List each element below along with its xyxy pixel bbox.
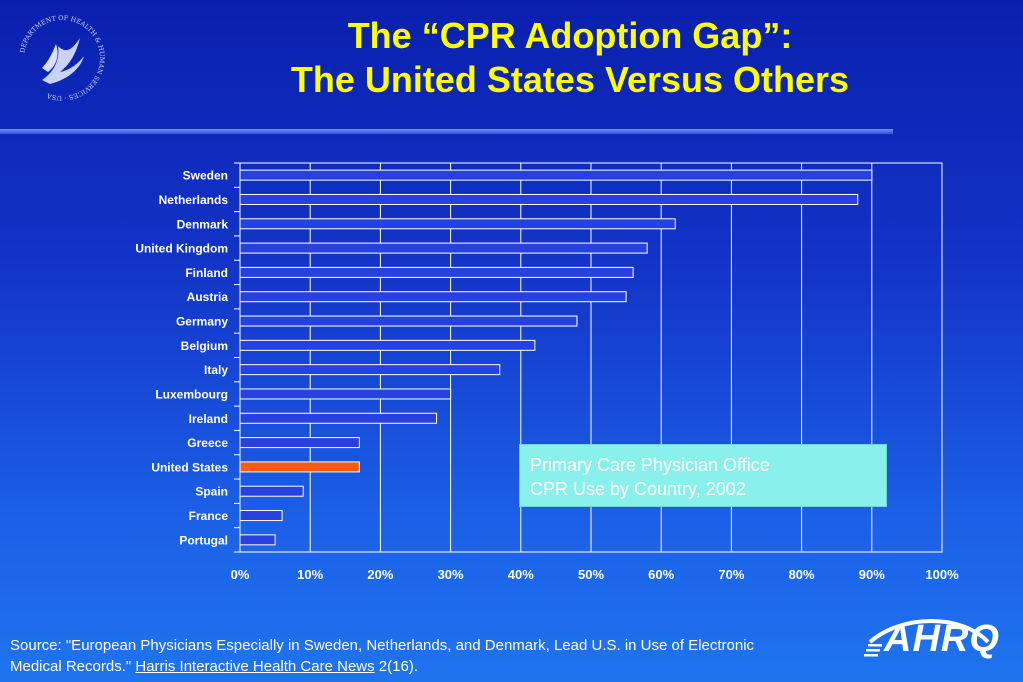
title-line-1: The “CPR Adoption Gap”:	[347, 15, 793, 56]
source-line2: Medical Records."	[10, 658, 132, 675]
ahrq-logo-icon	[864, 619, 990, 657]
bar	[239, 412, 438, 424]
y-category-label: Austria	[187, 290, 229, 304]
bar	[239, 242, 648, 254]
legend-line-2: CPR Use by Country, 2002	[530, 479, 746, 499]
y-category-label: United States	[151, 460, 228, 474]
x-tick-label: 10%	[297, 567, 323, 582]
y-category-label: Luxembourg	[155, 387, 228, 401]
bar-highlight	[239, 461, 360, 473]
x-tick-label: 0%	[231, 567, 250, 582]
x-tick-label: 90%	[859, 567, 885, 582]
hhs-seal-logo: DEPARTMENT OF HEALTH & HUMAN SERVICES · …	[18, 14, 106, 102]
x-tick-label: 20%	[367, 567, 393, 582]
y-category-label: Germany	[176, 315, 228, 329]
bar	[239, 291, 627, 303]
bar	[239, 266, 634, 278]
bar	[239, 510, 283, 522]
y-category-label: Portugal	[179, 533, 228, 547]
y-category-label: Sweden	[183, 169, 228, 183]
x-tick-label: 70%	[718, 567, 744, 582]
source-citation: Source: "European Physicians Especially …	[10, 635, 890, 677]
bar	[239, 339, 536, 351]
y-category-label: Finland	[185, 266, 228, 280]
y-category-label: Italy	[204, 363, 228, 377]
x-tick-label: 100%	[925, 567, 959, 582]
bar	[239, 485, 304, 497]
x-tick-label: 40%	[508, 567, 534, 582]
y-category-label: United Kingdom	[135, 242, 228, 256]
bar	[239, 437, 360, 449]
y-category-label: Belgium	[181, 339, 228, 353]
x-tick-label: 60%	[648, 567, 674, 582]
bar	[239, 218, 676, 230]
chart-legend-box: Primary Care Physician Office CPR Use by…	[519, 444, 887, 507]
source-prefix: Source: "European Physicians Especially …	[10, 637, 755, 654]
title-line-2: The United States Versus Others	[290, 59, 850, 100]
title-divider	[0, 129, 893, 134]
bar	[239, 364, 501, 376]
ahrq-logo-text: AHRQ	[884, 618, 1000, 660]
x-tick-label: 50%	[578, 567, 604, 582]
y-category-label: Netherlands	[159, 193, 229, 207]
source-journal-link[interactable]: Harris Interactive Health Care News	[135, 658, 375, 675]
source-suffix: 2(16).	[378, 658, 418, 675]
legend-line-1: Primary Care Physician Office	[530, 455, 770, 475]
y-category-label: Greece	[187, 436, 228, 450]
bar	[239, 388, 452, 400]
y-category-label: France	[189, 509, 229, 523]
y-category-label: Ireland	[189, 412, 228, 426]
page-title: The “CPR Adoption Gap”: The United State…	[140, 14, 1000, 102]
x-tick-label: 30%	[438, 567, 464, 582]
x-tick-label: 80%	[789, 567, 815, 582]
bar	[239, 315, 578, 327]
bar	[239, 534, 276, 546]
bar	[239, 193, 859, 205]
y-category-label: Denmark	[177, 217, 229, 231]
bar	[239, 169, 873, 181]
y-category-label: Spain	[195, 485, 228, 499]
